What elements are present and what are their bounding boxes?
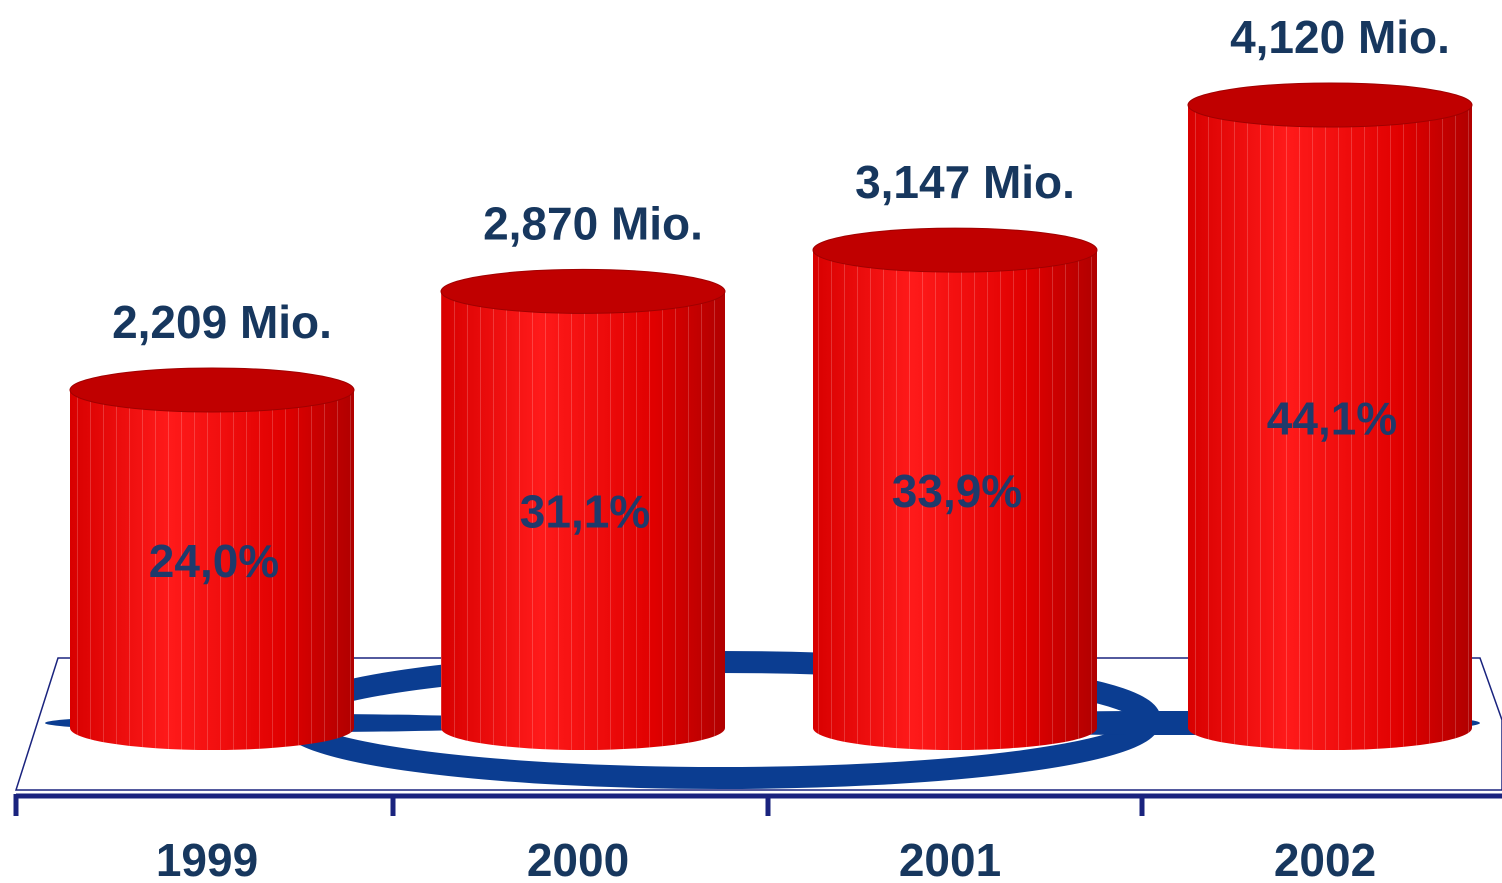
percent-label-2002: 44,1% bbox=[1267, 393, 1397, 445]
bar-top-2001 bbox=[812, 227, 1098, 273]
tick-label-2002: 2002 bbox=[1274, 834, 1376, 883]
bar-texture-1999 bbox=[70, 390, 354, 750]
tick-label-2001: 2001 bbox=[899, 834, 1001, 883]
tick-label-2000: 2000 bbox=[527, 834, 629, 883]
bar-top-2000 bbox=[440, 268, 726, 314]
x-axis bbox=[13, 793, 1502, 816]
value-label-2002: 4,120 Mio. bbox=[1230, 11, 1450, 63]
bars-layer bbox=[69, 82, 1473, 750]
bar-texture-2002 bbox=[1188, 105, 1472, 750]
bar-1999 bbox=[69, 367, 355, 750]
bar-2002 bbox=[1187, 82, 1473, 750]
labels-layer: 2,209 Mio. 24,0% 1999 2,870 Mio. 31,1% 2000 3,… bbox=[112, 11, 1450, 883]
value-label-2000: 2,870 Mio. bbox=[483, 197, 703, 249]
value-label-2001: 3,147 Mio. bbox=[855, 156, 1075, 208]
tick-label-1999: 1999 bbox=[156, 834, 258, 883]
percent-label-2000: 31,1% bbox=[520, 486, 650, 538]
bar-texture-2001 bbox=[813, 250, 1097, 750]
percent-label-1999: 24,0% bbox=[149, 535, 279, 587]
bar-top-1999 bbox=[69, 367, 355, 413]
bar-texture-2000 bbox=[441, 291, 725, 750]
percent-label-2001: 33,9% bbox=[892, 465, 1022, 517]
bar-2001 bbox=[812, 227, 1098, 750]
bar-2000 bbox=[440, 268, 726, 750]
value-label-1999: 2,209 Mio. bbox=[112, 296, 332, 348]
bar-top-2002 bbox=[1187, 82, 1473, 128]
